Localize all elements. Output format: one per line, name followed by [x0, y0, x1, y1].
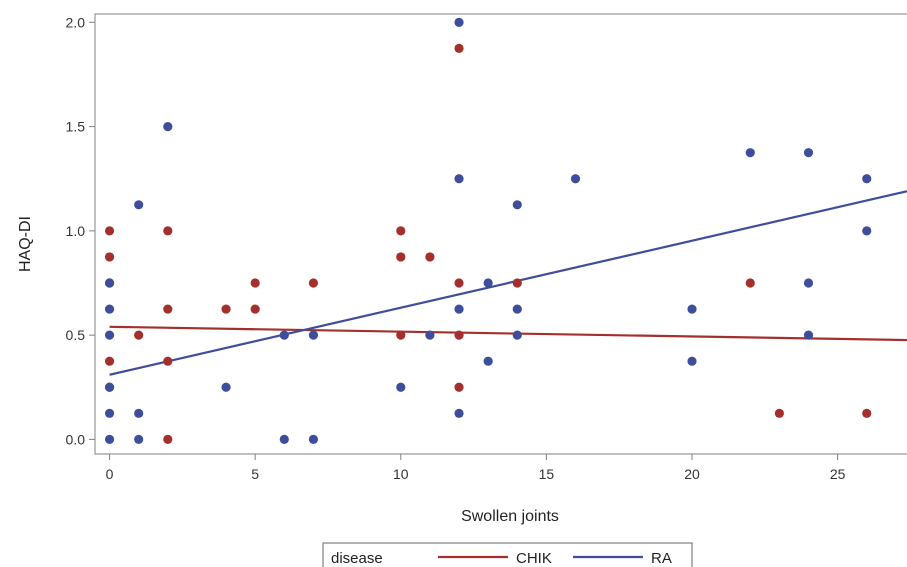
- x-axis-ticks: 0 5 10 15 20 25: [106, 454, 846, 482]
- data-point-ra: [454, 174, 464, 184]
- data-point-chik: [104, 252, 115, 262]
- data-point-ra: [512, 200, 522, 210]
- data-point-ra: [862, 226, 872, 236]
- legend-title: disease: [331, 550, 383, 567]
- data-point-ra: [483, 356, 493, 366]
- x-tick-label: 5: [251, 466, 259, 482]
- data-point-ra: [803, 278, 814, 288]
- data-point-chik: [396, 252, 406, 262]
- data-point-ra: [279, 330, 289, 340]
- data-point-chik: [104, 356, 115, 366]
- data-point-ra: [803, 148, 814, 158]
- plot-area-frame: [94, 13, 907, 455]
- x-tick-label: 15: [539, 466, 555, 482]
- data-point-chik: [454, 43, 464, 54]
- data-point-ra: [483, 278, 493, 288]
- data-point-ra: [221, 382, 231, 392]
- y-axis-ticks: 0.0 0.5 1.0 1.5 2.0: [66, 14, 95, 447]
- data-point-ra: [454, 304, 464, 314]
- data-point-ra: [862, 174, 872, 184]
- data-point-ra: [687, 356, 697, 366]
- y-tick-label: 2.0: [66, 14, 86, 30]
- data-point-ra: [163, 122, 173, 132]
- data-point-ra: [104, 382, 115, 392]
- data-point-ra: [454, 17, 464, 27]
- data-point-chik: [163, 356, 173, 366]
- fit-line-chik: [109, 325, 907, 342]
- data-point-chik: [396, 226, 406, 236]
- regression-lines: [109, 190, 907, 376]
- data-point-ra: [308, 434, 319, 445]
- legend: disease CHIK RA: [322, 542, 693, 567]
- data-point-chik: [425, 252, 435, 262]
- y-axis-title: HAQ-DI: [17, 216, 34, 272]
- legend-label-chik: CHIK: [516, 550, 552, 567]
- data-point-chik: [134, 330, 144, 340]
- y-tick-label: 1.0: [66, 223, 86, 239]
- data-point-ra: [512, 330, 522, 340]
- data-point-ra: [512, 304, 522, 314]
- data-point-ra: [104, 434, 115, 445]
- x-tick-label: 0: [106, 466, 114, 482]
- x-tick-label: 20: [684, 466, 700, 482]
- data-point-ra: [279, 434, 289, 445]
- x-axis-title: Swollen joints: [461, 508, 559, 525]
- data-point-ra: [803, 330, 814, 340]
- data-point-chik: [163, 226, 173, 236]
- legend-label-ra: RA: [651, 550, 672, 567]
- data-point-ra: [104, 304, 115, 314]
- data-point-chik: [862, 408, 872, 418]
- data-point-chik: [221, 304, 231, 314]
- data-point-chik: [250, 304, 260, 314]
- data-point-ra: [104, 330, 115, 340]
- data-point-ra: [570, 174, 581, 184]
- data-point-ra: [134, 434, 144, 445]
- fit-line-ra: [109, 190, 907, 376]
- data-point-chik: [512, 278, 522, 288]
- data-point-chik: [396, 330, 406, 340]
- data-point-chik: [454, 330, 464, 340]
- data-point-ra: [308, 330, 319, 340]
- data-point-ra: [454, 408, 464, 418]
- data-point-ra: [425, 330, 435, 340]
- y-tick-label: 0.5: [66, 327, 86, 343]
- data-point-chik: [163, 434, 173, 445]
- x-tick-label: 25: [830, 466, 846, 482]
- data-point-ra: [687, 304, 697, 314]
- data-point-ra: [745, 148, 755, 158]
- data-point-ra: [396, 382, 406, 392]
- data-point-chik: [163, 304, 173, 314]
- data-point-chik: [308, 278, 319, 288]
- data-point-ra: [134, 200, 144, 210]
- data-point-chik: [104, 226, 115, 236]
- data-point-ra: [104, 278, 115, 288]
- data-point-chik: [454, 382, 464, 392]
- y-tick-label: 0.0: [66, 431, 86, 447]
- y-tick-label: 1.5: [66, 119, 86, 135]
- data-point-chik: [250, 278, 260, 288]
- data-point-ra: [134, 408, 144, 418]
- data-point-chik: [745, 278, 755, 288]
- data-point-ra: [104, 408, 115, 418]
- legend-box: [322, 542, 693, 567]
- data-point-chik: [774, 408, 784, 418]
- x-tick-label: 10: [393, 466, 409, 482]
- data-point-chik: [454, 278, 464, 288]
- data-points: [104, 17, 872, 445]
